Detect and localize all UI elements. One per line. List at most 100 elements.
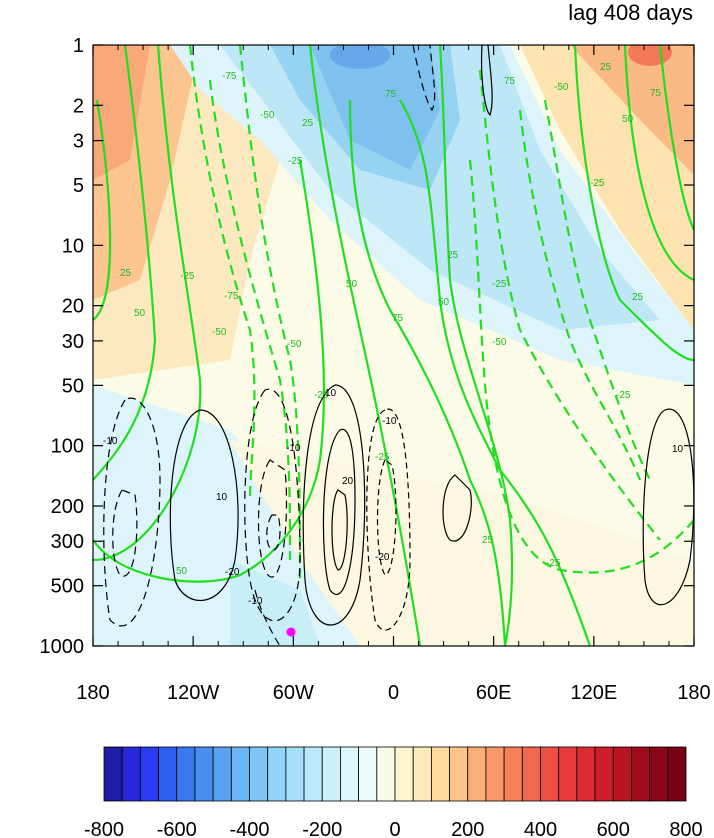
- y-tick-label: 1000: [40, 636, 85, 658]
- colorbar-swatch: [303, 746, 323, 802]
- colorbar-swatch: [412, 746, 432, 802]
- green-contour-solid: [93, 159, 326, 583]
- shaded-field: [93, 45, 694, 646]
- x-tick-label: 60E: [476, 682, 512, 704]
- warm-region-west-peak: [93, 45, 150, 180]
- contour-label: -50: [260, 110, 275, 121]
- colorbar-swatch: [321, 746, 341, 802]
- black-contour-dashed: [244, 388, 301, 622]
- green-contour-solid: [623, 45, 694, 282]
- y-tick-label: 100: [51, 436, 84, 458]
- black-contour-solid: [322, 428, 356, 596]
- colorbar-swatch: [631, 746, 651, 802]
- cold-band-peak: [330, 45, 390, 69]
- colorbar-swatch: [649, 746, 669, 802]
- black-contour-solid: [642, 408, 694, 606]
- contour-label: -75: [224, 291, 239, 302]
- colorbar-tick-label: 200: [451, 819, 484, 838]
- contour-label: -50: [212, 327, 227, 338]
- contour-label: -25: [288, 156, 303, 167]
- x-tick-label: 180: [76, 682, 109, 704]
- black-contour-solid: [442, 474, 472, 542]
- black-contours: [103, 45, 694, 646]
- cold-region-lower: [93, 385, 360, 646]
- contour-label: -25: [492, 279, 507, 290]
- y-tick-label: 200: [51, 496, 84, 518]
- colorbar-swatch: [158, 746, 178, 802]
- colorbar-swatch: [121, 746, 141, 802]
- colorbar-swatch: [212, 746, 232, 802]
- contour-label: 50: [622, 114, 634, 125]
- contour-label: 10: [672, 444, 684, 455]
- contour-label: -75: [222, 71, 237, 82]
- green-contours: [93, 45, 694, 646]
- contour-label: 75: [504, 76, 516, 87]
- cold-region-surface: [230, 560, 320, 646]
- y-tick-label: 500: [51, 576, 84, 598]
- colorbar-swatch: [467, 746, 487, 802]
- black-contour-dashed: [266, 514, 281, 551]
- colorbar-swatch: [230, 746, 250, 802]
- y-tick-label: 50: [62, 375, 84, 397]
- x-tick-label: 180: [677, 682, 710, 704]
- green-contour-solid: [308, 45, 422, 646]
- contour-label: 25: [482, 535, 494, 546]
- colorbar-swatch: [394, 746, 414, 802]
- black-contour-solid: [480, 45, 493, 117]
- colorbar-swatch: [485, 746, 505, 802]
- green-contour-dashed: [468, 159, 694, 574]
- contour-label: -50: [492, 337, 507, 348]
- contour-label: -50: [554, 82, 569, 93]
- black-contour-solid: [331, 489, 348, 571]
- green-contour-dashed: [518, 109, 642, 481]
- green-contour-dashed: [478, 69, 661, 541]
- green-contour-solid: [348, 99, 507, 646]
- y-tick-label: 5: [73, 175, 84, 197]
- colorbar-swatch: [285, 746, 305, 802]
- contour-label: -10: [286, 443, 301, 454]
- contour-label: 20: [342, 476, 354, 487]
- contour-label: -25: [616, 390, 631, 401]
- contour-label: -25: [375, 452, 390, 463]
- green-contour-solid: [93, 45, 202, 562]
- black-contour-dashed: [254, 589, 281, 646]
- colorbar-tick-label: 800: [669, 819, 702, 838]
- colorbar-tick-label: -200: [302, 819, 342, 838]
- colorbar-swatch: [594, 746, 614, 802]
- contour-label: -20: [225, 567, 240, 578]
- colorbar-swatch: [521, 746, 541, 802]
- green-contour-solid: [573, 45, 694, 362]
- contour-label: 10: [216, 492, 228, 503]
- chart-title: lag 408 days: [568, 0, 693, 25]
- green-contour-dashed: [543, 99, 651, 481]
- contour-label: 25: [302, 118, 314, 129]
- black-contour-dashed: [112, 489, 138, 577]
- contour-label: -10: [248, 596, 263, 607]
- contour-label: 25: [120, 268, 132, 279]
- colorbar-swatch: [376, 746, 396, 802]
- contour-label: 75: [650, 88, 662, 99]
- colorbar-swatch: [249, 746, 269, 802]
- black-contour-solid: [302, 384, 366, 626]
- contour-label: -20: [375, 552, 390, 563]
- colorbar-swatch: [194, 746, 214, 802]
- contour-label: 50: [176, 566, 188, 577]
- contour-label: 25: [600, 62, 612, 73]
- black-contour-dashed: [103, 397, 161, 627]
- green-contour-dashed: [208, 79, 292, 561]
- black-contour-dashed: [376, 459, 397, 576]
- colorbar-swatch: [576, 746, 596, 802]
- y-tick-label: 2: [73, 95, 84, 117]
- base-point-marker: [286, 627, 296, 637]
- y-tick-label: 3: [73, 131, 84, 153]
- colorbar-tick-label: 0: [389, 819, 400, 838]
- colorbar-tick-label: 600: [597, 819, 630, 838]
- x-tick-label: 0: [388, 682, 399, 704]
- black-contour-solid: [169, 409, 239, 602]
- colorbar-swatch: [358, 746, 378, 802]
- green-contour-solid: [658, 45, 694, 231]
- contour-label: 25: [632, 292, 644, 303]
- contour-label: 75: [392, 313, 404, 324]
- contour-label: -25: [546, 558, 561, 569]
